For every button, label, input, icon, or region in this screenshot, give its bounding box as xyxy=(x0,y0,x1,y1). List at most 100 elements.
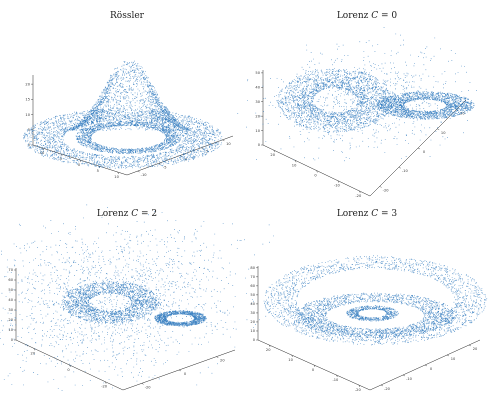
y-tick-label: -10 xyxy=(402,169,409,173)
y-tick-mark xyxy=(158,163,161,165)
x-tick-mark xyxy=(269,344,271,348)
lorenz-c0-left-lobe-points xyxy=(277,68,394,133)
y-tick-label: -10 xyxy=(406,377,413,381)
x-tick-mark xyxy=(117,171,119,175)
x-tick-mark xyxy=(316,170,318,173)
z-tick-label: 50 xyxy=(250,293,255,297)
lorenz-c3-core xyxy=(346,305,399,322)
y-tick-mark xyxy=(379,186,382,188)
y-tick-label: -20 xyxy=(145,385,152,389)
x-tick-mark xyxy=(104,381,107,384)
x-tick-mark xyxy=(336,374,338,378)
z-tick-label: 20 xyxy=(250,320,255,324)
z-tick-label: 0 xyxy=(11,338,14,342)
lorenz-c0-right-lobe xyxy=(376,91,475,120)
x-tick-label: -20 xyxy=(355,194,362,198)
lorenz-c2-right-lobe-points xyxy=(154,310,207,327)
z-tick-label: 60 xyxy=(8,278,13,282)
rossler-fin-points xyxy=(66,60,190,131)
x-tick-label: -10 xyxy=(332,378,339,382)
lorenz-c2-panel: Lorenz C = 2 0 10 20 30 40 50 60 70 20 0 -20 -20 0 20 xyxy=(0,204,288,391)
x-tick-mark xyxy=(291,354,293,358)
z-tick-label: 70 xyxy=(250,275,255,279)
x-tick-mark xyxy=(337,180,340,183)
y-tick-label: -20 xyxy=(384,387,391,391)
y-tick-mark xyxy=(178,369,182,372)
x-tick-mark xyxy=(33,348,36,351)
x-tick-label: 20 xyxy=(270,153,275,157)
z-tick-label: 70 xyxy=(8,268,13,272)
lorenz-c2-title: Lorenz C = 2 xyxy=(97,209,157,219)
y-tick-mark xyxy=(216,356,219,358)
z-tick-label: 15 xyxy=(25,98,30,102)
z-tick-label: 30 xyxy=(250,311,255,315)
z-tick-label: 40 xyxy=(8,298,13,302)
z-tick-label: 60 xyxy=(250,284,255,288)
x-tick-label: -20 xyxy=(101,385,108,389)
x-tick-label: -10 xyxy=(334,184,341,188)
z-tick-label: 10 xyxy=(8,328,13,332)
z-tick-label: 50 xyxy=(8,288,13,292)
z-tick-label: 50 xyxy=(255,71,260,75)
y-tick-label: -20 xyxy=(383,188,390,192)
y-tick-mark xyxy=(424,364,428,367)
z-tick-label: 30 xyxy=(8,308,13,312)
y-tick-label: 10 xyxy=(441,131,446,135)
x-tick-label: 10 xyxy=(288,358,293,362)
y-tick-label: 0 xyxy=(430,367,433,371)
z-tick-label: 40 xyxy=(255,86,260,90)
x-tick-label: -20 xyxy=(355,388,362,392)
y-tick-label: 5 xyxy=(206,150,208,154)
y-tick-mark xyxy=(437,128,440,130)
rossler-fin xyxy=(66,60,190,131)
z-tick-label: 10 xyxy=(25,113,30,117)
lorenz-c0-panel: Lorenz C = 0 0 10 20 30 40 50 20 10 0 -10 -20 -20 -1… xyxy=(237,11,477,198)
z-tick-label: 10 xyxy=(250,329,255,333)
z-tick-label: 40 xyxy=(250,302,255,306)
x-tick-label: 20 xyxy=(266,348,271,352)
y-tick-mark xyxy=(141,383,144,385)
rossler-outer-rings-points xyxy=(23,108,223,169)
y-tick-mark xyxy=(446,354,450,357)
x-tick-mark xyxy=(294,160,297,163)
lorenz-c3-panel: Lorenz C = 3 0 10 20 30 40 50 60 70 80 20 10 0 -10 -2… xyxy=(250,209,488,392)
x-tick-label: 10 xyxy=(114,175,119,179)
x-tick-label: 5 xyxy=(97,169,99,173)
y-tick-label: 10 xyxy=(226,142,231,146)
lorenz-c2-main-lobe xyxy=(61,281,160,324)
x-tick-label: 20 xyxy=(31,351,36,355)
lorenz-c0-right-lobe-points xyxy=(376,91,475,120)
z-tick-label: 0 xyxy=(253,338,256,342)
y-tick-label: 0 xyxy=(184,372,187,376)
z-tick-label: 80 xyxy=(250,266,255,270)
y-tick-mark xyxy=(402,374,406,377)
lorenz-c2-haze xyxy=(0,204,288,391)
y-tick-label: 0 xyxy=(423,150,426,154)
x-tick-mark xyxy=(359,190,361,193)
z-tick-label: 20 xyxy=(255,114,260,118)
lorenz-c2-haze-points xyxy=(0,204,288,391)
x-tick-mark xyxy=(358,384,360,388)
z-tick-label: 20 xyxy=(25,82,30,86)
y-tick-mark xyxy=(380,384,384,387)
lorenz-c0-title: Lorenz C = 0 xyxy=(337,11,398,21)
lorenz-c3-inner-rings-points xyxy=(294,292,457,339)
x-tick-mark xyxy=(42,147,44,151)
z-tick-label: 5 xyxy=(28,128,30,132)
y-tick-label: -10 xyxy=(141,173,148,177)
x-tick-mark xyxy=(69,364,71,368)
z-tick-label: 0 xyxy=(28,143,31,147)
x-tick-mark xyxy=(61,153,63,157)
y-tick-mark xyxy=(222,139,225,142)
lorenz-c3-core-points xyxy=(346,305,399,322)
x-tick-label: 0 xyxy=(314,174,317,178)
x-tick-mark xyxy=(313,364,316,368)
rossler-inner-rings xyxy=(75,120,182,155)
y-tick-mark xyxy=(468,344,472,347)
z-tick-label: 0 xyxy=(258,143,261,147)
y-tick-mark xyxy=(398,167,401,169)
x-tick-label: -5 xyxy=(58,157,62,161)
x-tick-label: 0 xyxy=(67,368,70,372)
